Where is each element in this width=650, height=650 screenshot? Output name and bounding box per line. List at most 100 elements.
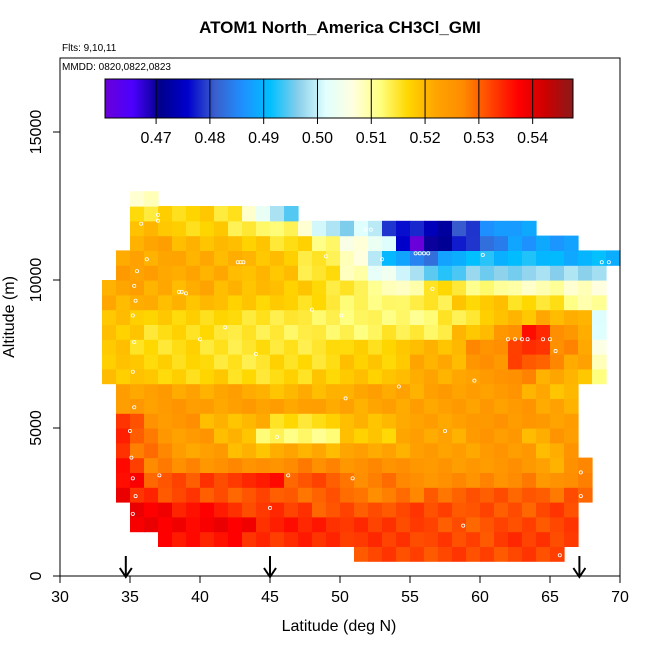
heatmap-cell xyxy=(536,368,551,385)
heatmap-cell xyxy=(284,398,299,414)
heatmap-cell xyxy=(186,398,201,414)
heatmap-cell xyxy=(452,368,467,385)
x-tick-label: 55 xyxy=(401,589,419,606)
heatmap-cell xyxy=(508,280,523,296)
colorbar-tick-label: 0.49 xyxy=(248,130,279,147)
colorbar xyxy=(104,78,574,119)
heatmap-cell xyxy=(452,250,467,266)
heatmap-cell xyxy=(172,502,187,518)
heatmap-cell xyxy=(536,250,551,266)
x-tick-label: 30 xyxy=(51,589,69,606)
heatmap-cell xyxy=(200,531,215,547)
heatmap-cell xyxy=(158,280,173,296)
heatmap-cell xyxy=(242,339,257,355)
heatmap-cell xyxy=(354,294,369,311)
heatmap-cell xyxy=(508,413,523,429)
heatmap-cell xyxy=(410,398,425,414)
heatmap-cell xyxy=(480,457,495,473)
heatmap-cell xyxy=(242,487,257,503)
heatmap-cell xyxy=(466,487,481,503)
heatmap-cell xyxy=(284,265,299,281)
heatmap-cell xyxy=(354,428,369,444)
heatmap-cell xyxy=(438,220,453,237)
heatmap-cell xyxy=(326,383,341,399)
sample-point xyxy=(155,212,160,217)
heatmap-cell xyxy=(158,472,173,488)
heatmap-cell xyxy=(298,220,313,237)
heatmap-cell xyxy=(466,265,481,281)
heatmap-cell xyxy=(424,487,439,503)
heatmap-cell xyxy=(130,220,145,237)
x-axis: 30 35 40 45 50 55 60 65 70 xyxy=(51,576,629,606)
heatmap-cell xyxy=(550,324,565,340)
sample-point xyxy=(132,405,137,410)
heatmap-cell xyxy=(200,250,215,266)
heatmap-cell xyxy=(228,280,243,296)
heatmap-cell xyxy=(312,250,327,266)
heatmap-cell xyxy=(158,383,173,399)
heatmap-cell xyxy=(564,457,579,473)
sample-point xyxy=(480,252,485,257)
heatmap-cell xyxy=(368,294,383,311)
heatmap-cell xyxy=(214,502,229,518)
heatmap-cell xyxy=(312,280,327,296)
heatmap-cell xyxy=(354,413,369,429)
heatmap-cell xyxy=(186,206,201,222)
heatmap-cell xyxy=(368,354,383,370)
heatmap-cell xyxy=(438,413,453,429)
heatmap-cell xyxy=(298,457,313,473)
heatmap-cell xyxy=(382,324,397,340)
heatmap-cell xyxy=(480,294,495,311)
heatmap-cell xyxy=(326,413,341,429)
heatmap-cell xyxy=(522,472,537,488)
heatmap-cell xyxy=(536,546,551,562)
heatmap-cell xyxy=(480,413,495,429)
sample-point xyxy=(421,251,426,256)
heatmap-cell xyxy=(592,324,607,340)
heatmap-cell xyxy=(284,442,299,459)
heatmap-cell xyxy=(368,309,383,325)
heatmap-cell xyxy=(578,368,593,385)
heatmap-cell xyxy=(522,280,537,296)
heatmap-cell xyxy=(536,457,551,473)
heatmap-cell xyxy=(410,368,425,385)
heatmap-cell xyxy=(480,324,495,340)
heatmap-cell xyxy=(102,339,117,355)
heatmap-cell xyxy=(284,383,299,399)
heatmap-cell xyxy=(410,339,425,355)
heatmap-cell xyxy=(102,294,117,311)
heatmap-cell xyxy=(522,457,537,473)
heatmap-cell xyxy=(200,280,215,296)
heatmap-cell xyxy=(298,354,313,370)
heatmap-cell xyxy=(494,368,509,385)
heatmap-cell xyxy=(452,398,467,414)
heatmap-cell xyxy=(284,457,299,473)
heatmap-cell xyxy=(480,280,495,296)
heatmap-cell xyxy=(550,354,565,370)
heatmap-cell xyxy=(396,324,411,340)
heatmap-cell xyxy=(550,442,565,459)
heatmap-cell xyxy=(564,368,579,385)
heatmap-cell xyxy=(158,339,173,355)
heatmap-cell xyxy=(130,309,145,325)
heatmap-cell xyxy=(340,309,355,325)
heatmap-cell xyxy=(186,250,201,266)
heatmap-cell xyxy=(242,413,257,429)
heatmap-cell xyxy=(186,502,201,518)
sample-point xyxy=(513,337,518,342)
heatmap-cell xyxy=(242,457,257,473)
heatmap-cell xyxy=(466,516,481,533)
colorbar-tick-label: 0.50 xyxy=(302,130,333,147)
heatmap-cell xyxy=(424,235,439,251)
heatmap-cell xyxy=(466,413,481,429)
heatmap-cell xyxy=(116,457,131,473)
heatmap-cell xyxy=(144,324,159,340)
heatmap-cell xyxy=(326,442,341,459)
heatmap-cell xyxy=(410,309,425,325)
heatmap-cell xyxy=(130,235,145,251)
heatmap-cell xyxy=(382,442,397,459)
heatmap-cell xyxy=(340,324,355,340)
heatmap-cell xyxy=(270,398,285,414)
heatmap-cell xyxy=(214,487,229,503)
heatmap-cell xyxy=(536,472,551,488)
